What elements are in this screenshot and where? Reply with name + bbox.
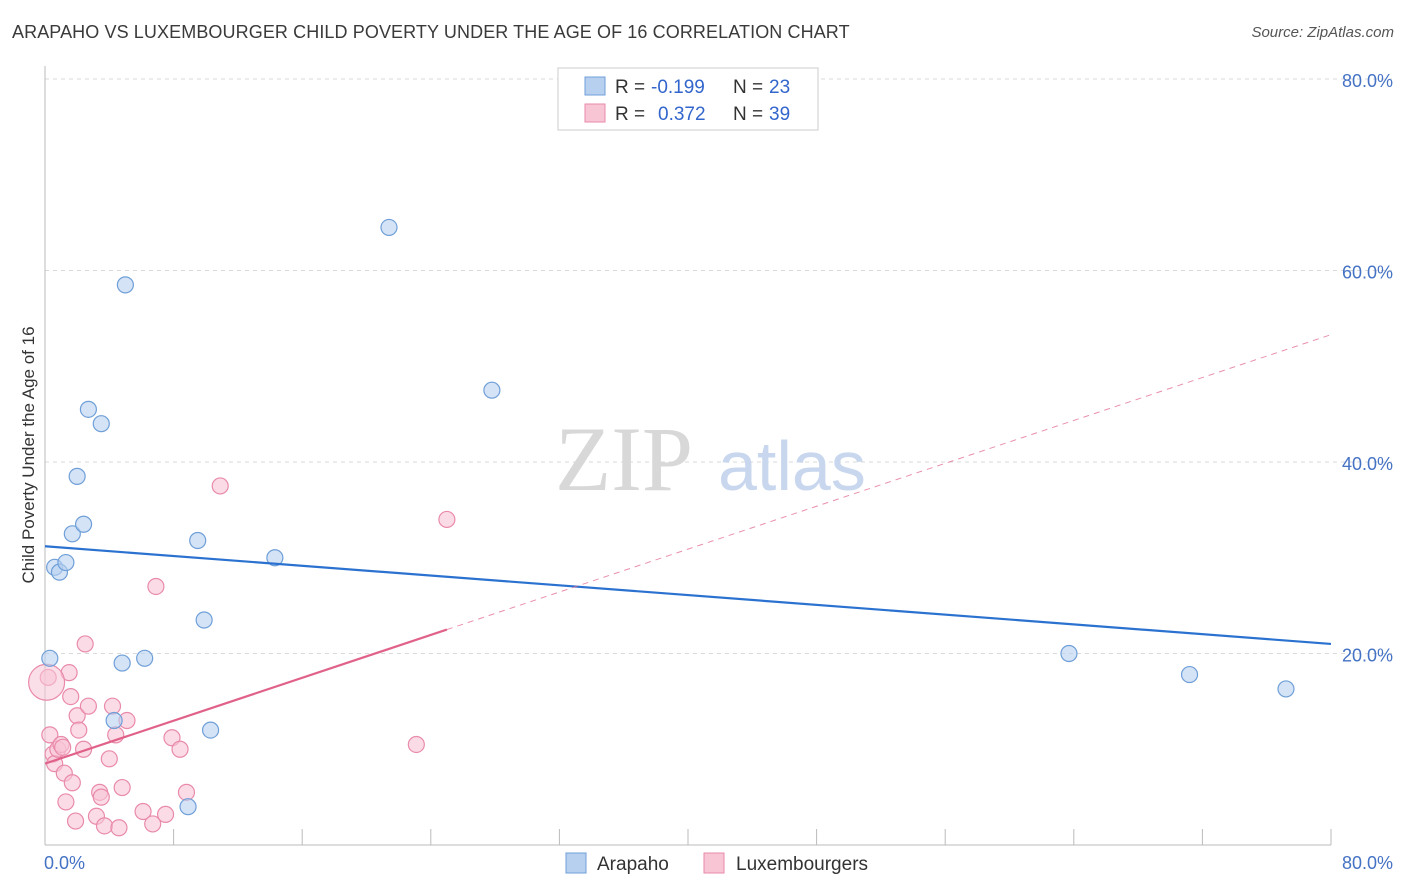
lux-point: [211, 477, 229, 495]
lux-point: [147, 577, 165, 596]
chart-title: ARAPAHO VS LUXEMBOURGER CHILD POVERTY UN…: [12, 22, 850, 42]
arapaho-point: [179, 798, 197, 816]
arapaho-point: [1180, 665, 1199, 684]
lux-point: [74, 740, 93, 758]
y-tick-labels: 20.0% 40.0% 60.0% 80.0%: [1342, 71, 1393, 666]
arapaho-point: [74, 515, 93, 533]
arapaho-point: [113, 654, 131, 672]
trend-lines: [44, 334, 1332, 765]
lux-point: [407, 735, 425, 754]
legend-r-label-2: R =: [615, 104, 645, 125]
y-axis-label: Child Poverty Under the Age of 16: [19, 326, 38, 583]
lux-point: [438, 510, 456, 529]
bottom-legend-lux-swatch: [703, 852, 725, 874]
y-tick-label-1: 40.0%: [1342, 454, 1393, 474]
source-label: Source: ZipAtlas.com: [1251, 24, 1394, 41]
arapaho-point: [201, 721, 220, 739]
lux-point: [113, 778, 131, 797]
lux-point: [63, 774, 81, 792]
bottom-legend-arapaho-label: Arapaho: [597, 854, 669, 875]
lux-point: [57, 793, 75, 811]
bottom-legend: Arapaho Luxembourgers: [565, 852, 868, 875]
lux-point: [177, 783, 196, 801]
x-tick-label-1: 80.0%: [1342, 853, 1393, 873]
arapaho-points: [41, 218, 1295, 816]
arapaho-trend-line: [44, 545, 1332, 646]
arapaho-point: [68, 467, 86, 485]
arapaho-point: [380, 218, 398, 237]
lux-point: [79, 697, 98, 715]
lux-point: [62, 687, 80, 706]
watermark-atlas: atlas: [718, 427, 866, 505]
legend-r-value-2: 0.372: [658, 104, 706, 125]
arapaho-point: [136, 649, 154, 667]
legend-n-label-2: N =: [733, 104, 763, 125]
arapaho-point: [266, 549, 284, 567]
arapaho-point: [41, 649, 59, 667]
lux-point: [95, 817, 114, 835]
lux-point: [171, 740, 189, 758]
legend-r-label-1: R =: [615, 77, 645, 98]
gridlines: [45, 78, 1392, 654]
y-tick-label-2: 60.0%: [1342, 263, 1393, 283]
lux-point: [70, 721, 88, 739]
legend-r-value-1: -0.199: [651, 77, 705, 98]
x-tick-labels: 0.0% 80.0%: [44, 853, 1393, 873]
arapaho-point: [1060, 644, 1078, 663]
arapaho-point: [57, 553, 75, 572]
lux-point: [54, 738, 72, 756]
legend-box: R = -0.199 N = 23 R = 0.372 N = 39: [557, 67, 819, 131]
lux-point: [66, 812, 85, 830]
bottom-legend-lux-label: Luxembourgers: [736, 854, 868, 875]
y-tick-label-3: 80.0%: [1342, 71, 1393, 91]
luxembourgers-points: [28, 477, 456, 837]
legend-lux-swatch: [584, 103, 606, 123]
legend-n-value-2: 39: [769, 104, 790, 125]
arapaho-point: [92, 415, 110, 433]
arapaho-point: [116, 276, 134, 294]
y-tick-label-0: 20.0%: [1342, 646, 1393, 666]
arapaho-point: [1277, 680, 1295, 698]
lux-point: [28, 663, 66, 701]
lux-point: [156, 805, 175, 823]
axes: [44, 66, 1332, 846]
arapaho-point: [189, 531, 207, 550]
lux-point: [103, 697, 122, 715]
legend-n-value-1: 23: [769, 77, 790, 98]
lux-point: [144, 815, 162, 833]
lux-point: [76, 635, 94, 653]
arapaho-point: [195, 611, 213, 629]
lux-point: [41, 726, 59, 744]
lux-point: [100, 750, 118, 768]
lux-trend-line: [44, 628, 448, 765]
lux-point: [110, 819, 128, 837]
bottom-legend-arapaho-swatch: [565, 852, 587, 874]
x-tick-label-0: 0.0%: [44, 853, 85, 873]
arapaho-point: [79, 400, 98, 418]
arapaho-point: [483, 381, 501, 399]
lux-point: [92, 788, 110, 806]
legend-n-label-1: N =: [733, 77, 763, 98]
arapaho-point: [63, 525, 81, 543]
watermark-zip: ZIP: [555, 408, 693, 510]
legend-arapaho-swatch: [584, 76, 606, 96]
lux-trend-extension: [446, 334, 1332, 631]
arapaho-point: [105, 711, 123, 730]
lux-point: [134, 802, 152, 821]
